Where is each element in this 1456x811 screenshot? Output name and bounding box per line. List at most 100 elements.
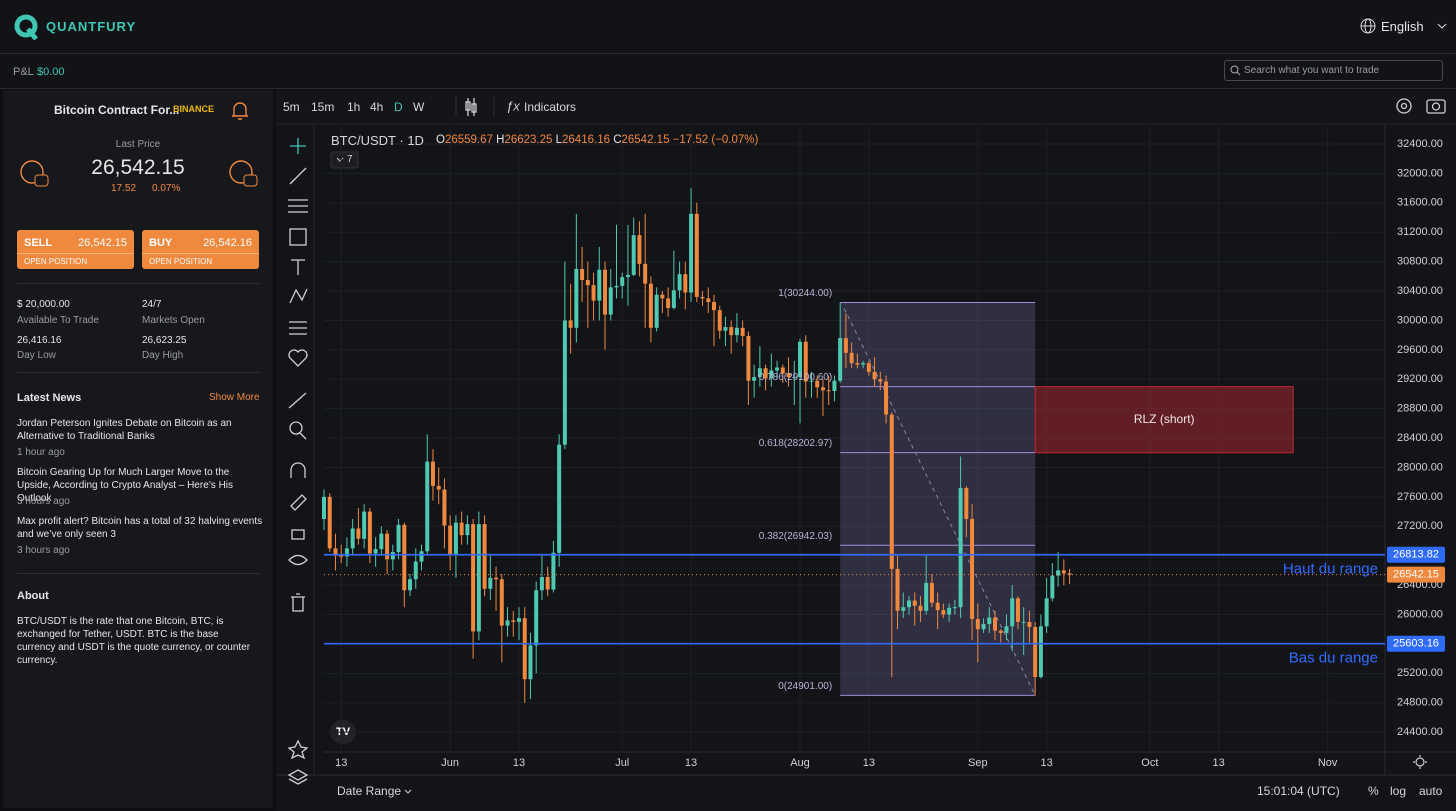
candle-body — [912, 600, 917, 606]
candle-body — [792, 377, 797, 379]
candle-body — [826, 390, 831, 392]
y-tick-label: 32000.00 — [1397, 167, 1443, 179]
candle-body — [528, 645, 533, 680]
pnl-value: $0.00 — [37, 66, 65, 78]
interval[interactable]: 4h — [370, 100, 384, 114]
bear-icon[interactable] — [18, 158, 52, 192]
candle-body — [987, 617, 992, 625]
x-tick-label: Nov — [1318, 757, 1338, 769]
toolbar-bg — [276, 90, 1456, 124]
candle-body — [843, 338, 848, 353]
alert-icon[interactable] — [229, 99, 251, 121]
x-tick-label: Jun — [441, 757, 459, 769]
news-time: 3 hours ago — [17, 496, 70, 507]
fib-label: 0.786(29100.60) — [759, 372, 832, 383]
separator — [17, 283, 259, 284]
sell-button[interactable]: SELL 26,542.15 OPEN POSITION — [17, 230, 134, 269]
candle-body — [574, 268, 579, 328]
news-headline[interactable]: Bitcoin Gearing Up for Much Larger Move … — [17, 467, 234, 504]
logo — [14, 14, 38, 40]
globe-icon — [1360, 18, 1376, 34]
indicators[interactable]: Indicators — [524, 100, 577, 114]
bull-icon[interactable] — [227, 158, 261, 192]
x-tick-label: 13 — [685, 757, 697, 769]
candle-body — [677, 274, 682, 291]
ohlc-legend: O26559.67 H26623.25 L26416.16 C26542.15 … — [436, 134, 758, 146]
indicators-icon[interactable]: ƒx — [506, 98, 520, 113]
candle-body — [367, 511, 372, 554]
candle-body — [780, 367, 785, 374]
candle-body — [568, 320, 573, 328]
interval[interactable]: 5m — [283, 100, 300, 114]
candle-body — [545, 577, 550, 590]
ohlc-value: 26542.15 — [621, 134, 670, 146]
candle-body — [356, 528, 361, 539]
candle-body — [471, 524, 476, 632]
chart: ƒx TV 24400.0024800.0025200.0025600.0026… — [276, 90, 1456, 785]
ohlc-key: L — [555, 134, 563, 146]
date-range[interactable]: Date Range — [337, 784, 402, 798]
candle-body — [798, 341, 803, 378]
candle-body — [654, 294, 659, 328]
candle-body — [580, 268, 585, 281]
auto-scale-icon[interactable] — [1413, 755, 1427, 769]
candle-body — [597, 269, 602, 301]
buy-button[interactable]: BUY 26,542.16 OPEN POSITION — [142, 230, 259, 269]
ohlc-key: H — [496, 134, 505, 146]
candle-body — [700, 296, 705, 299]
news-headline[interactable]: Jordan Peterson Ignites Debate on Bitcoi… — [17, 418, 232, 442]
chart-type-icon[interactable] — [465, 98, 477, 116]
candle-body — [327, 496, 332, 549]
interval[interactable]: W — [413, 100, 425, 114]
drawing-tools[interactable] — [287, 138, 309, 785]
interval[interactable]: 15m — [311, 100, 335, 114]
language[interactable]: English — [1381, 19, 1424, 34]
interval[interactable]: 1h — [347, 100, 361, 114]
range-label: Haut du range — [1283, 561, 1378, 578]
candle-body — [706, 298, 711, 303]
candle-body — [958, 488, 963, 608]
brand: QUANTFURY — [46, 19, 137, 34]
candle-body — [975, 618, 980, 630]
indicator-badge[interactable] — [330, 151, 359, 169]
camera-icon[interactable] — [1426, 99, 1446, 114]
candle-body — [786, 373, 791, 378]
candle-body — [717, 310, 722, 331]
candle-body — [648, 283, 653, 328]
candle-body — [935, 602, 940, 611]
log-toggle[interactable]: log — [1390, 784, 1407, 798]
show-more[interactable]: Show More — [209, 392, 260, 403]
candle-body — [1056, 570, 1061, 576]
clock: 15:01:04 (UTC) — [1257, 784, 1340, 798]
news-headline[interactable]: Max profit alert? Bitcoin has a total of… — [17, 516, 263, 540]
y-tick-label: 30000.00 — [1397, 314, 1443, 326]
candle-body — [769, 370, 774, 379]
candle-body — [413, 561, 418, 580]
symbol: BTC/USDT · 1D — [331, 133, 424, 148]
percent-toggle[interactable]: % — [1368, 784, 1379, 798]
search-box[interactable]: Search what you want to trade — [1224, 60, 1443, 81]
about-text: BTC/USDT is the rate that one Bitcoin, B… — [17, 616, 251, 666]
price-tag-label: 26542.15 — [1393, 569, 1439, 581]
candle-body — [1010, 598, 1015, 627]
auto-toggle[interactable]: auto — [1419, 784, 1443, 798]
candle-body — [448, 525, 453, 555]
y-tick-label: 30400.00 — [1397, 285, 1443, 297]
indicator-count: 7 — [347, 154, 353, 165]
stat-label: Day High — [142, 350, 184, 361]
chevron — [404, 789, 412, 794]
x-tick-label: 13 — [1213, 757, 1225, 769]
zone-label: RLZ (short) — [1134, 412, 1195, 426]
y-tick-label: 24400.00 — [1397, 726, 1443, 738]
divider — [142, 253, 259, 254]
settings-icon[interactable] — [1396, 98, 1412, 114]
candle-body — [459, 522, 464, 536]
interval-active[interactable]: D — [394, 100, 403, 114]
search-placeholder: Search what you want to trade — [1244, 65, 1380, 76]
candle-body — [591, 285, 596, 301]
candle-body — [734, 327, 739, 336]
candle-body — [1027, 621, 1032, 628]
candle-body — [516, 618, 521, 622]
plot-layer — [322, 126, 1385, 752]
